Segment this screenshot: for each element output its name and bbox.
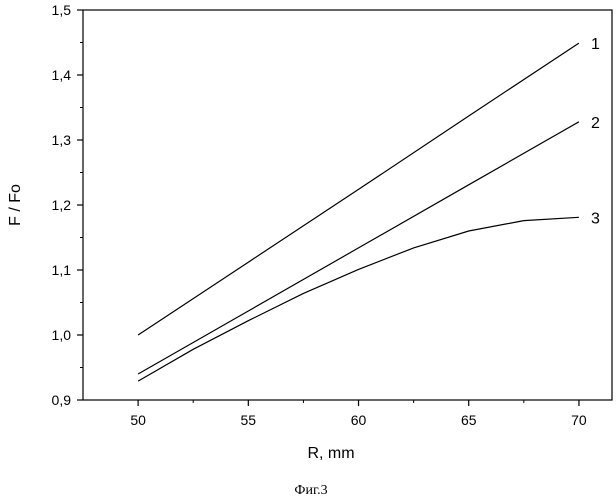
y-tick-label: 1,1 (52, 262, 72, 278)
series-lines (138, 43, 579, 381)
y-tick-label: 0,9 (52, 392, 72, 408)
series-1-label: 1 (591, 36, 600, 53)
y-tick-label: 1,2 (52, 197, 72, 213)
series-labels: 1 2 3 (591, 36, 600, 227)
x-tick-label: 50 (130, 412, 146, 428)
y-axis-ticks: 0,9 1,0 1,1 1,2 1,3 1,4 1,5 (52, 2, 83, 408)
series-3-label: 3 (591, 210, 600, 227)
y-axis-title: F / Fo (7, 184, 24, 226)
y-tick-label: 1,4 (52, 67, 72, 83)
x-axis-ticks: 50 55 60 65 70 (130, 400, 587, 428)
series-1-line (138, 43, 579, 335)
figure-caption: Фиг.3 (294, 483, 327, 498)
series-2-label: 2 (591, 115, 600, 132)
x-tick-label: 70 (571, 412, 587, 428)
y-tick-label: 1,3 (52, 132, 72, 148)
x-axis-title: R, mm (307, 445, 354, 462)
x-tick-label: 65 (461, 412, 477, 428)
plot-frame (83, 10, 612, 400)
y-tick-label: 1,0 (52, 327, 72, 343)
series-3-line (138, 217, 579, 381)
plot-area-border (83, 10, 612, 400)
x-tick-label: 60 (351, 412, 367, 428)
series-2-line (138, 122, 579, 374)
x-tick-label: 55 (241, 412, 257, 428)
y-tick-label: 1,5 (52, 2, 72, 18)
